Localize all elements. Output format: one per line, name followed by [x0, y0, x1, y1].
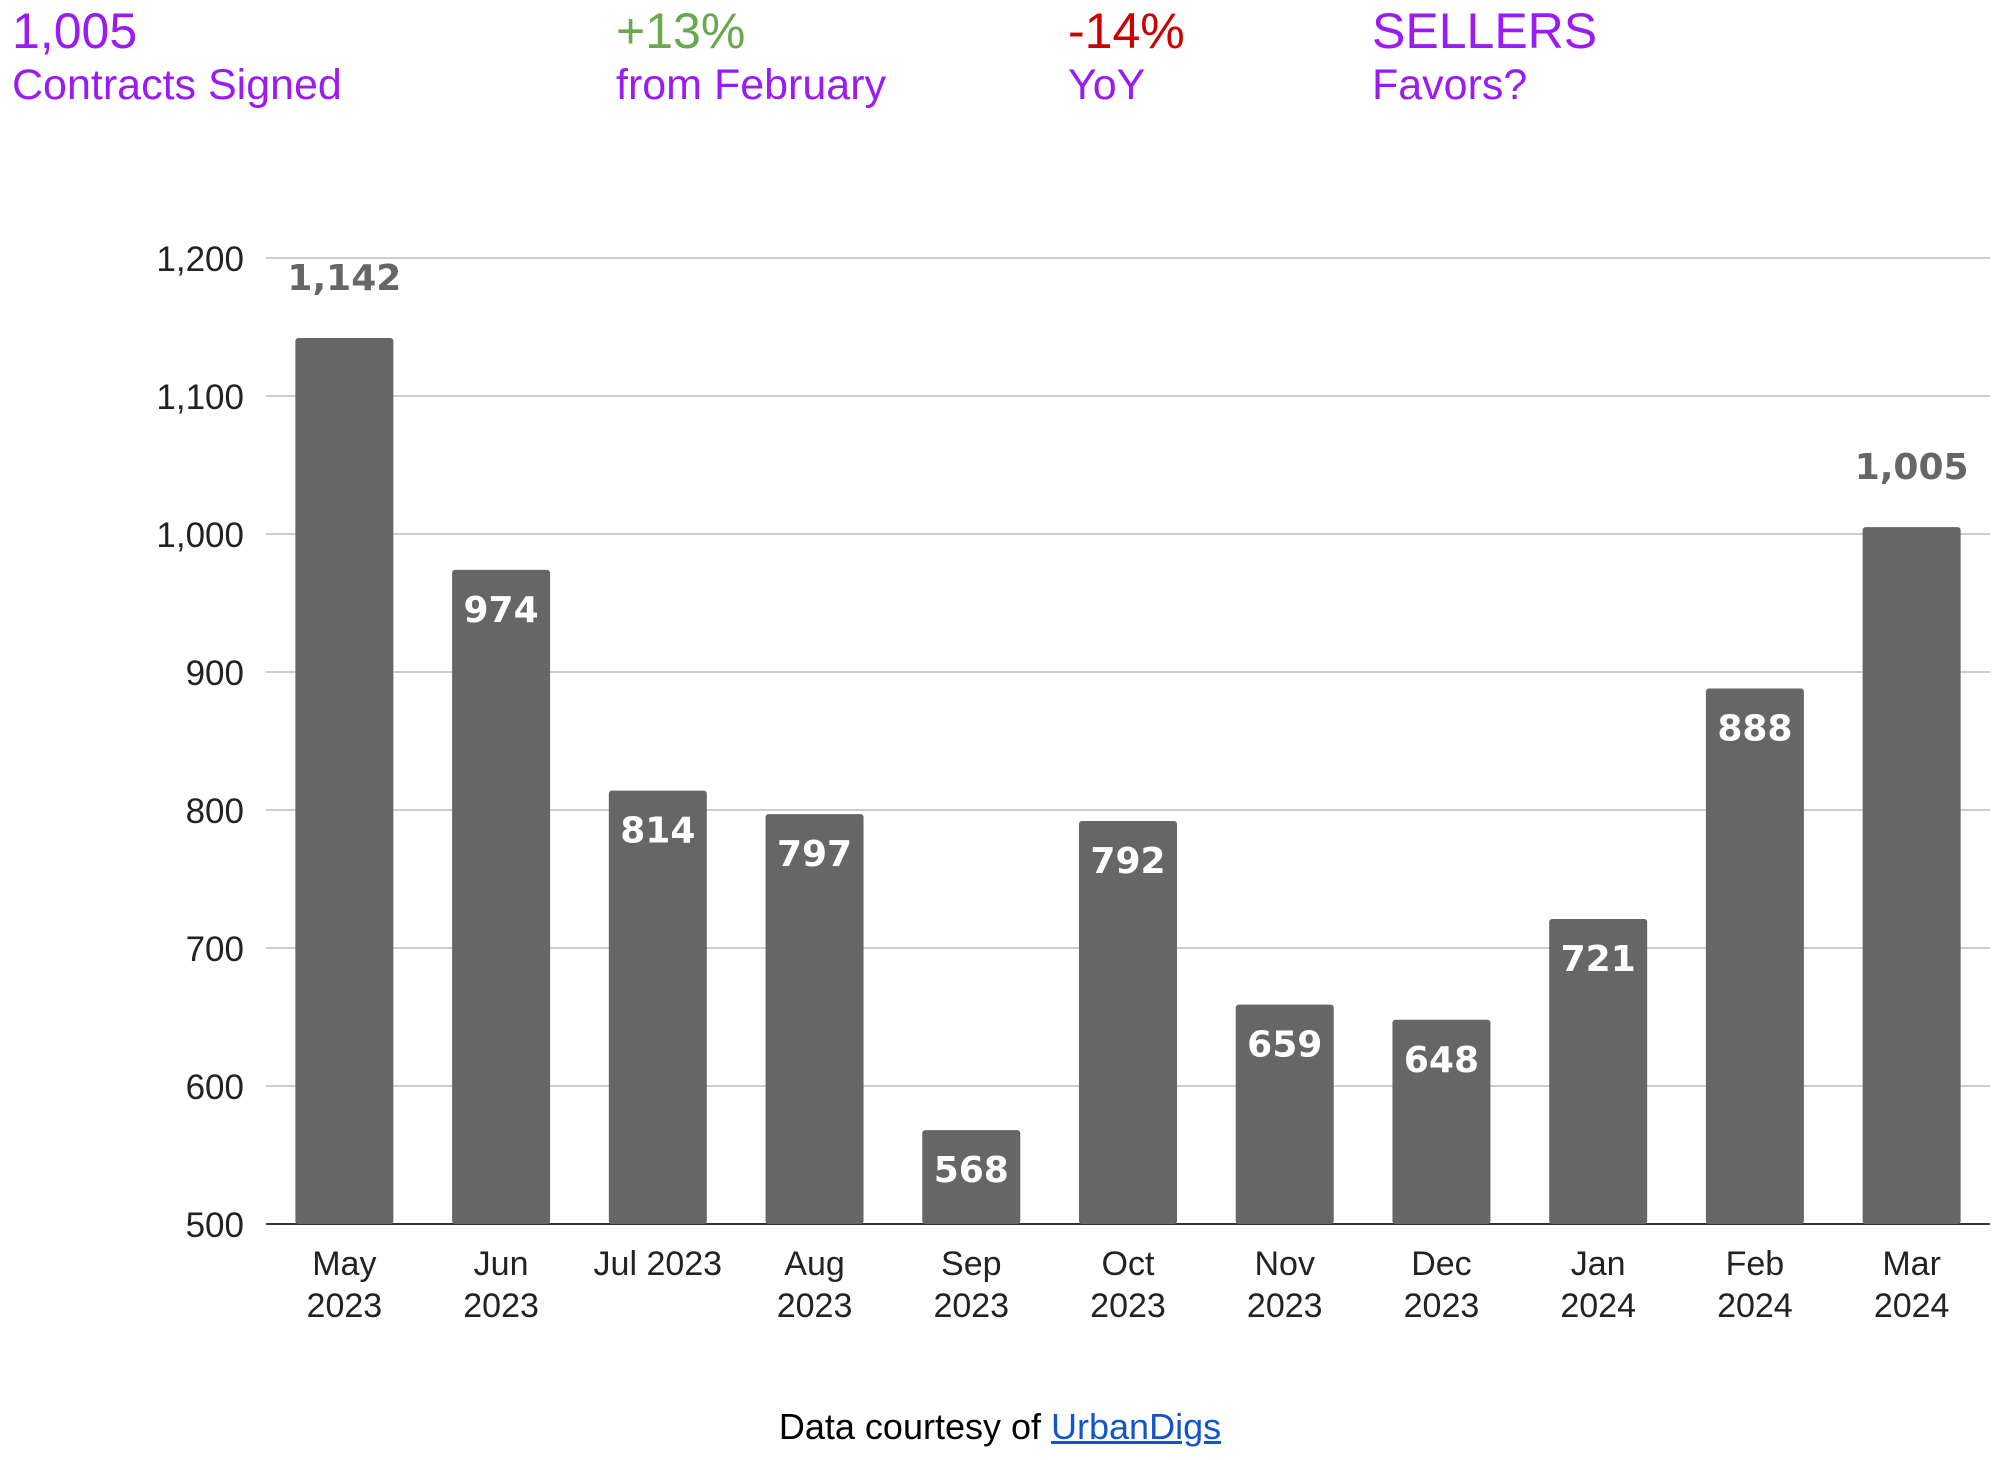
bar-value-label: 1,005: [1855, 447, 1969, 488]
bar: [295, 338, 394, 1224]
bar-value-label: 792: [1090, 841, 1165, 882]
stat-contracts-label: Contracts Signed: [12, 61, 342, 109]
bar: [1862, 527, 1961, 1224]
x-tick-label: Sep: [941, 1245, 1002, 1283]
x-tick-label: Jun: [474, 1245, 529, 1283]
y-tick-label: 600: [186, 1068, 244, 1107]
stat-yoy-change: -14% YoY: [1068, 4, 1185, 112]
x-tick-label: 2023: [307, 1287, 383, 1325]
x-tick-label: Dec: [1411, 1245, 1471, 1283]
data-credit-prefix: Data courtesy of: [778, 1406, 1052, 1447]
y-tick-label: 1,200: [156, 240, 244, 279]
bar: [608, 790, 707, 1224]
x-tick-label: Nov: [1254, 1245, 1314, 1283]
bar: [765, 814, 864, 1224]
x-tick-label: 2023: [1404, 1287, 1480, 1325]
bar-value-label: 888: [1717, 709, 1792, 750]
bar: [1079, 821, 1177, 1224]
bar: [922, 1130, 1021, 1224]
bar-value-label: 659: [1247, 1025, 1322, 1066]
bar-value-label: 568: [934, 1150, 1009, 1191]
stat-yoy-change-label: YoY: [1068, 61, 1146, 109]
x-tick-label: Mar: [1882, 1245, 1941, 1283]
data-credit: Data courtesy of UrbanDigs: [0, 1406, 2000, 1448]
x-tick-label: 2023: [777, 1287, 853, 1325]
x-tick-label: Feb: [1726, 1245, 1785, 1283]
x-tick-label: Aug: [784, 1245, 845, 1283]
stat-yoy-change-value: -14%: [1068, 3, 1185, 59]
y-tick-label: 800: [186, 792, 244, 831]
y-tick-label: 700: [186, 930, 244, 969]
bar: [1705, 688, 1804, 1224]
y-tick-label: 900: [186, 654, 244, 693]
bar-value-label: 814: [620, 811, 695, 852]
bar-value-label: 721: [1561, 939, 1636, 980]
stat-market-favor: SELLERS Favors?: [1372, 4, 1597, 112]
x-tick-label: 2024: [1717, 1287, 1793, 1325]
x-tick-label: Jul 2023: [594, 1245, 723, 1283]
stat-contracts: 1,005 Contracts Signed: [12, 4, 342, 112]
x-tick-label: 2023: [463, 1287, 539, 1325]
x-tick-label: 2024: [1874, 1287, 1950, 1325]
x-tick-label: May: [312, 1245, 376, 1283]
bar-value-label: 648: [1404, 1040, 1479, 1081]
x-tick-label: 2023: [1247, 1287, 1323, 1325]
stat-market-favor-label: Favors?: [1372, 61, 1528, 109]
x-tick-label: Oct: [1102, 1245, 1155, 1283]
bar-value-label: 797: [777, 834, 852, 875]
y-tick-label: 500: [186, 1206, 244, 1245]
urbandigs-link[interactable]: UrbanDigs: [1051, 1406, 1222, 1447]
stat-monthly-change: +13% from February: [616, 4, 886, 112]
x-tick-label: Jan: [1571, 1245, 1626, 1283]
bar: [1392, 1019, 1491, 1224]
stat-monthly-change-label: from February: [616, 61, 887, 109]
bar: [1549, 919, 1648, 1224]
x-tick-label: 2024: [1560, 1287, 1636, 1325]
stat-monthly-change-value: +13%: [616, 3, 746, 59]
bar: [1235, 1004, 1334, 1224]
contracts-bar-chart: 500 600 700 800 900 1,000 1,100 1,200 1,142 May 20…: [156, 240, 1990, 1325]
y-tick-label: 1,100: [156, 378, 244, 417]
y-tick-label: 1,000: [156, 516, 244, 555]
x-tick-label: 2023: [1090, 1287, 1166, 1325]
stat-contracts-value: 1,005: [12, 3, 138, 59]
bar-value-label: 1,142: [287, 258, 401, 299]
x-tick-label: 2023: [933, 1287, 1009, 1325]
bar: [452, 569, 551, 1224]
bar-value-label: 974: [464, 590, 539, 631]
stat-market-favor-value: SELLERS: [1372, 3, 1598, 59]
